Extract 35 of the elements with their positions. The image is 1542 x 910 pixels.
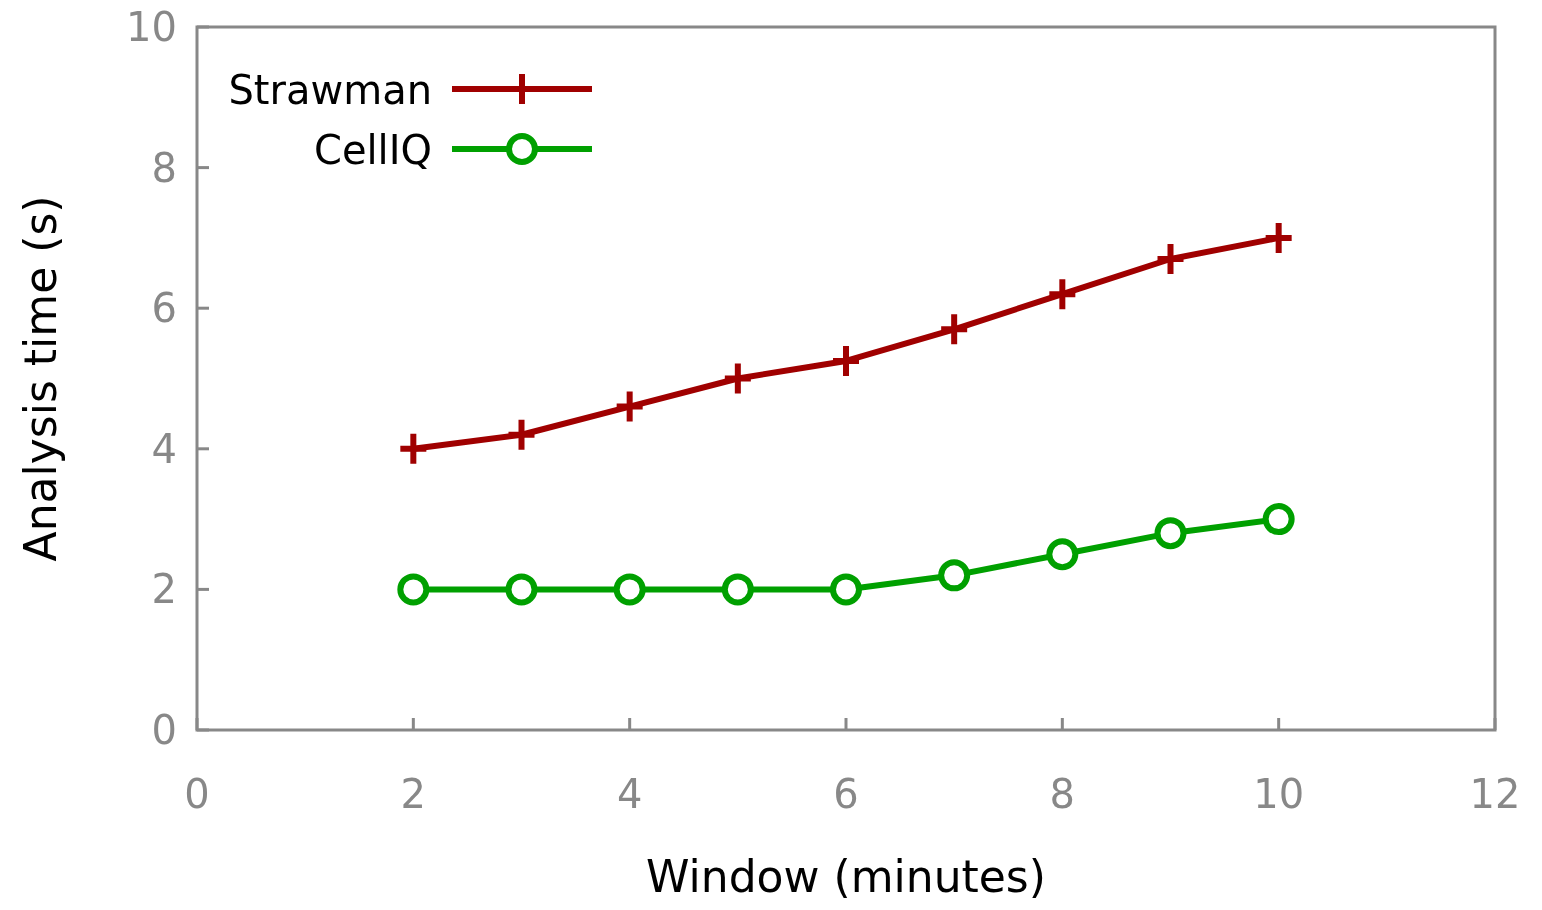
point: [616, 391, 643, 422]
legend-label: Strawman: [228, 67, 432, 113]
y-tick-label: 2: [151, 566, 177, 613]
legend-label: CellIQ: [313, 127, 432, 173]
y-axis-title: Analysis time (s): [15, 195, 66, 562]
point: [724, 363, 751, 394]
y-tick-label: 4: [151, 425, 177, 472]
point: [613, 573, 646, 606]
point: [1262, 503, 1295, 536]
point: [1046, 538, 1079, 571]
point: [397, 573, 430, 606]
y-tick-label: 6: [151, 285, 177, 332]
x-axis-title: Window (minutes): [646, 851, 1046, 902]
point: [941, 314, 968, 345]
point: [833, 345, 859, 376]
x-tick-label: 8: [1049, 771, 1076, 817]
x-tick-label: 12: [1469, 771, 1521, 817]
y-tick-label: 8: [151, 144, 177, 191]
point: [1049, 279, 1076, 310]
point: [400, 433, 427, 464]
x-tick-label: 6: [833, 771, 859, 817]
point: [1157, 243, 1184, 274]
point: [830, 573, 862, 606]
y-tick-label: 10: [126, 4, 177, 50]
point: [508, 419, 535, 450]
point: [505, 573, 538, 606]
x-tick-label: 4: [616, 771, 643, 817]
point: [1154, 517, 1187, 550]
y-tick-label: 0: [151, 707, 177, 753]
x-tick-label: 10: [1253, 771, 1305, 817]
x-tick-label: 2: [400, 771, 427, 817]
point: [938, 559, 971, 592]
point: [721, 573, 754, 606]
point: [1265, 222, 1292, 253]
x-tick-label: 0: [184, 771, 210, 817]
